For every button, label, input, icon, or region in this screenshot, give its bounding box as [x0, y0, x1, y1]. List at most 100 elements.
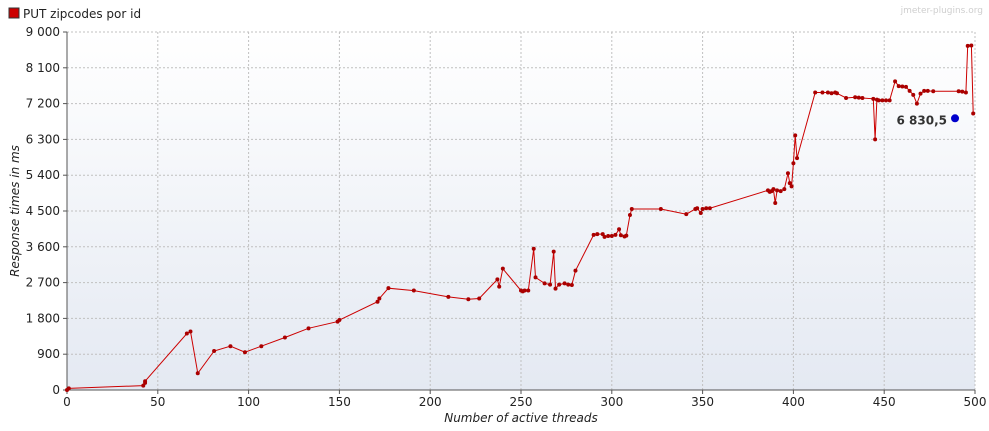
data-point: [956, 89, 961, 94]
data-point: [782, 187, 787, 192]
y-tick-label: 5 400: [26, 168, 60, 182]
data-point: [871, 96, 876, 101]
data-point: [773, 201, 778, 206]
x-axis-ticks: 0 50 100 150 200 250 300 350 400 450 500: [63, 390, 986, 409]
data-point: [259, 344, 264, 349]
y-tick-label: 4 500: [26, 204, 60, 218]
data-point: [873, 137, 878, 142]
annotation-label: 6 830,5: [897, 113, 947, 127]
data-point: [606, 234, 611, 239]
data-point: [856, 95, 861, 100]
data-point: [522, 288, 527, 293]
x-axis-title: Number of active threads: [444, 411, 598, 425]
data-point: [795, 156, 800, 161]
data-point: [695, 206, 700, 211]
data-point: [918, 91, 923, 96]
data-point: [900, 84, 905, 89]
x-tick-label: 50: [150, 395, 165, 409]
data-point: [242, 350, 247, 355]
data-point: [569, 282, 574, 287]
data-point: [965, 43, 970, 48]
data-point: [531, 246, 536, 251]
x-tick-label: 450: [873, 395, 896, 409]
data-point: [195, 371, 200, 376]
data-point: [887, 98, 892, 103]
data-point: [793, 133, 798, 138]
x-tick-label: 400: [782, 395, 805, 409]
data-point: [911, 92, 916, 97]
data-point: [375, 299, 380, 304]
x-tick-label: 300: [600, 395, 623, 409]
data-point: [497, 284, 502, 289]
data-point: [860, 96, 865, 101]
legend-label: PUT zipcodes por id: [23, 7, 141, 21]
y-tick-label: 9 000: [26, 25, 60, 39]
data-point: [617, 227, 622, 232]
data-point: [557, 282, 562, 287]
data-point: [562, 281, 567, 286]
data-point: [925, 88, 930, 93]
y-tick-label: 6 300: [26, 132, 60, 146]
watermark: jmeter-plugins.org: [900, 6, 983, 16]
data-point: [573, 268, 578, 273]
data-point: [825, 90, 830, 95]
x-tick-label: 100: [237, 395, 260, 409]
data-point: [609, 234, 614, 239]
data-point: [595, 232, 600, 237]
data-point: [963, 90, 968, 95]
data-point: [971, 111, 976, 116]
data-point: [907, 88, 912, 93]
data-point: [446, 294, 451, 299]
x-tick-label: 150: [328, 395, 351, 409]
data-point: [700, 207, 705, 212]
y-tick-label: 7 200: [26, 97, 60, 111]
data-point: [533, 275, 538, 280]
data-point: [787, 181, 792, 186]
data-point: [627, 212, 632, 217]
data-point: [143, 379, 148, 384]
data-point: [829, 91, 834, 96]
y-tick-label: 3 600: [26, 240, 60, 254]
data-point: [960, 89, 965, 94]
data-point: [778, 189, 783, 194]
data-point: [969, 43, 974, 48]
data-point: [813, 90, 818, 95]
data-point: [931, 89, 936, 94]
data-point: [188, 329, 193, 334]
data-point: [629, 207, 634, 212]
data-point: [500, 266, 505, 271]
legend-swatch: [8, 7, 20, 19]
data-point: [789, 184, 794, 189]
data-point: [658, 207, 663, 212]
data-point: [613, 232, 618, 237]
data-point: [880, 98, 885, 103]
data-point: [66, 386, 71, 391]
data-point: [566, 282, 571, 287]
y-tick-label: 8 100: [26, 61, 60, 75]
data-point: [771, 187, 776, 192]
data-point: [896, 84, 901, 89]
data-point: [698, 210, 703, 215]
data-point: [707, 206, 712, 211]
x-tick-label: 250: [510, 395, 533, 409]
data-point: [542, 281, 547, 286]
y-tick-label: 0: [52, 383, 60, 397]
data-point: [466, 297, 471, 302]
data-point: [876, 98, 881, 103]
data-point: [602, 234, 607, 239]
y-tick-label: 2 700: [26, 276, 60, 290]
data-point: [282, 335, 287, 340]
data-point: [377, 296, 382, 301]
x-tick-label: 500: [964, 395, 987, 409]
data-point: [820, 90, 825, 95]
data-point: [785, 171, 790, 176]
data-point: [551, 249, 556, 254]
y-axis-ticks: 0 900 1 800 2 700 3 600 4 500 5 400 6 300 7 200 8…: [26, 25, 67, 397]
data-point: [853, 95, 858, 100]
data-point: [624, 233, 629, 238]
grid-lines: [67, 31, 976, 390]
data-point: [477, 296, 482, 301]
data-point: [212, 349, 217, 354]
